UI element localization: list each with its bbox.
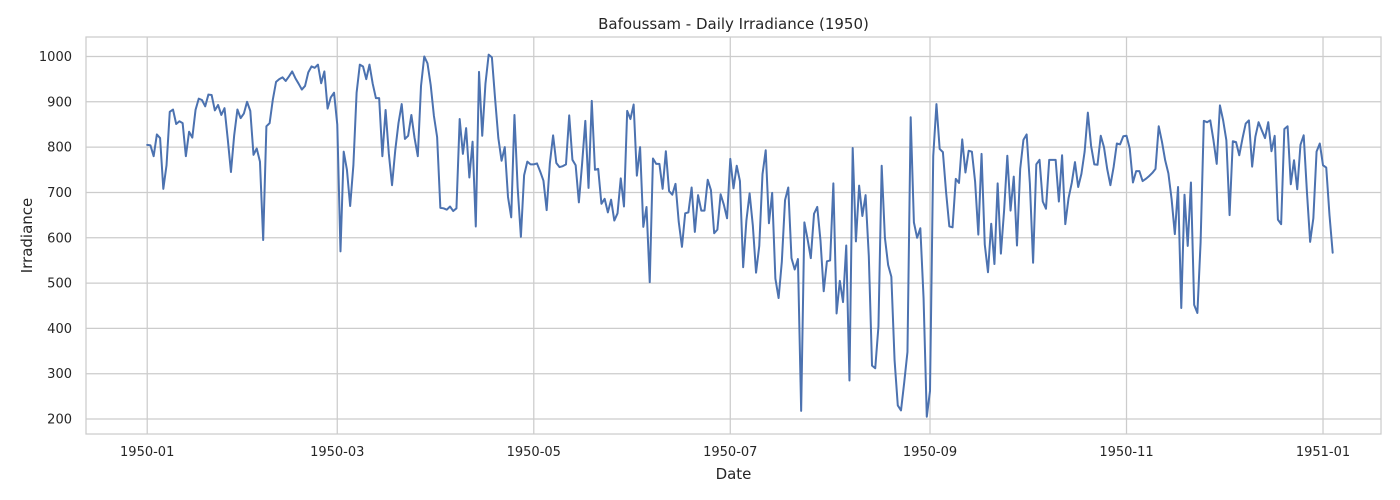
y-axis-title: Irradiance — [18, 198, 36, 274]
x-tick-label: 1950-05 — [507, 445, 561, 460]
x-tick-label: 1951-01 — [1296, 445, 1350, 460]
y-tick-label: 300 — [47, 367, 72, 382]
x-axis-title: Date — [716, 465, 752, 483]
x-tick-label: 1950-09 — [903, 445, 957, 460]
y-tick-label: 600 — [47, 231, 72, 246]
x-tick-label: 1950-11 — [1099, 445, 1153, 460]
y-tick-label: 900 — [47, 95, 72, 110]
y-tick-label: 400 — [47, 322, 72, 337]
x-tick-label: 1950-07 — [703, 445, 757, 460]
y-tick-label: 700 — [47, 186, 72, 201]
y-tick-label: 500 — [47, 277, 72, 292]
x-tick-label: 1950-03 — [310, 445, 364, 460]
x-tick-label: 1950-01 — [120, 445, 174, 460]
irradiance-series-line — [146, 53, 1334, 418]
chart-title: Bafoussam - Daily Irradiance (1950) — [598, 15, 869, 33]
y-tick-label: 800 — [47, 141, 72, 156]
plot-area-frame — [85, 36, 1382, 435]
axis-ticks: 200 300 400 500 600 700 800 900 1000 1950-01 1950-… — [39, 50, 1350, 460]
y-tick-label: 200 — [47, 413, 72, 428]
y-tick-label: 1000 — [39, 50, 72, 65]
